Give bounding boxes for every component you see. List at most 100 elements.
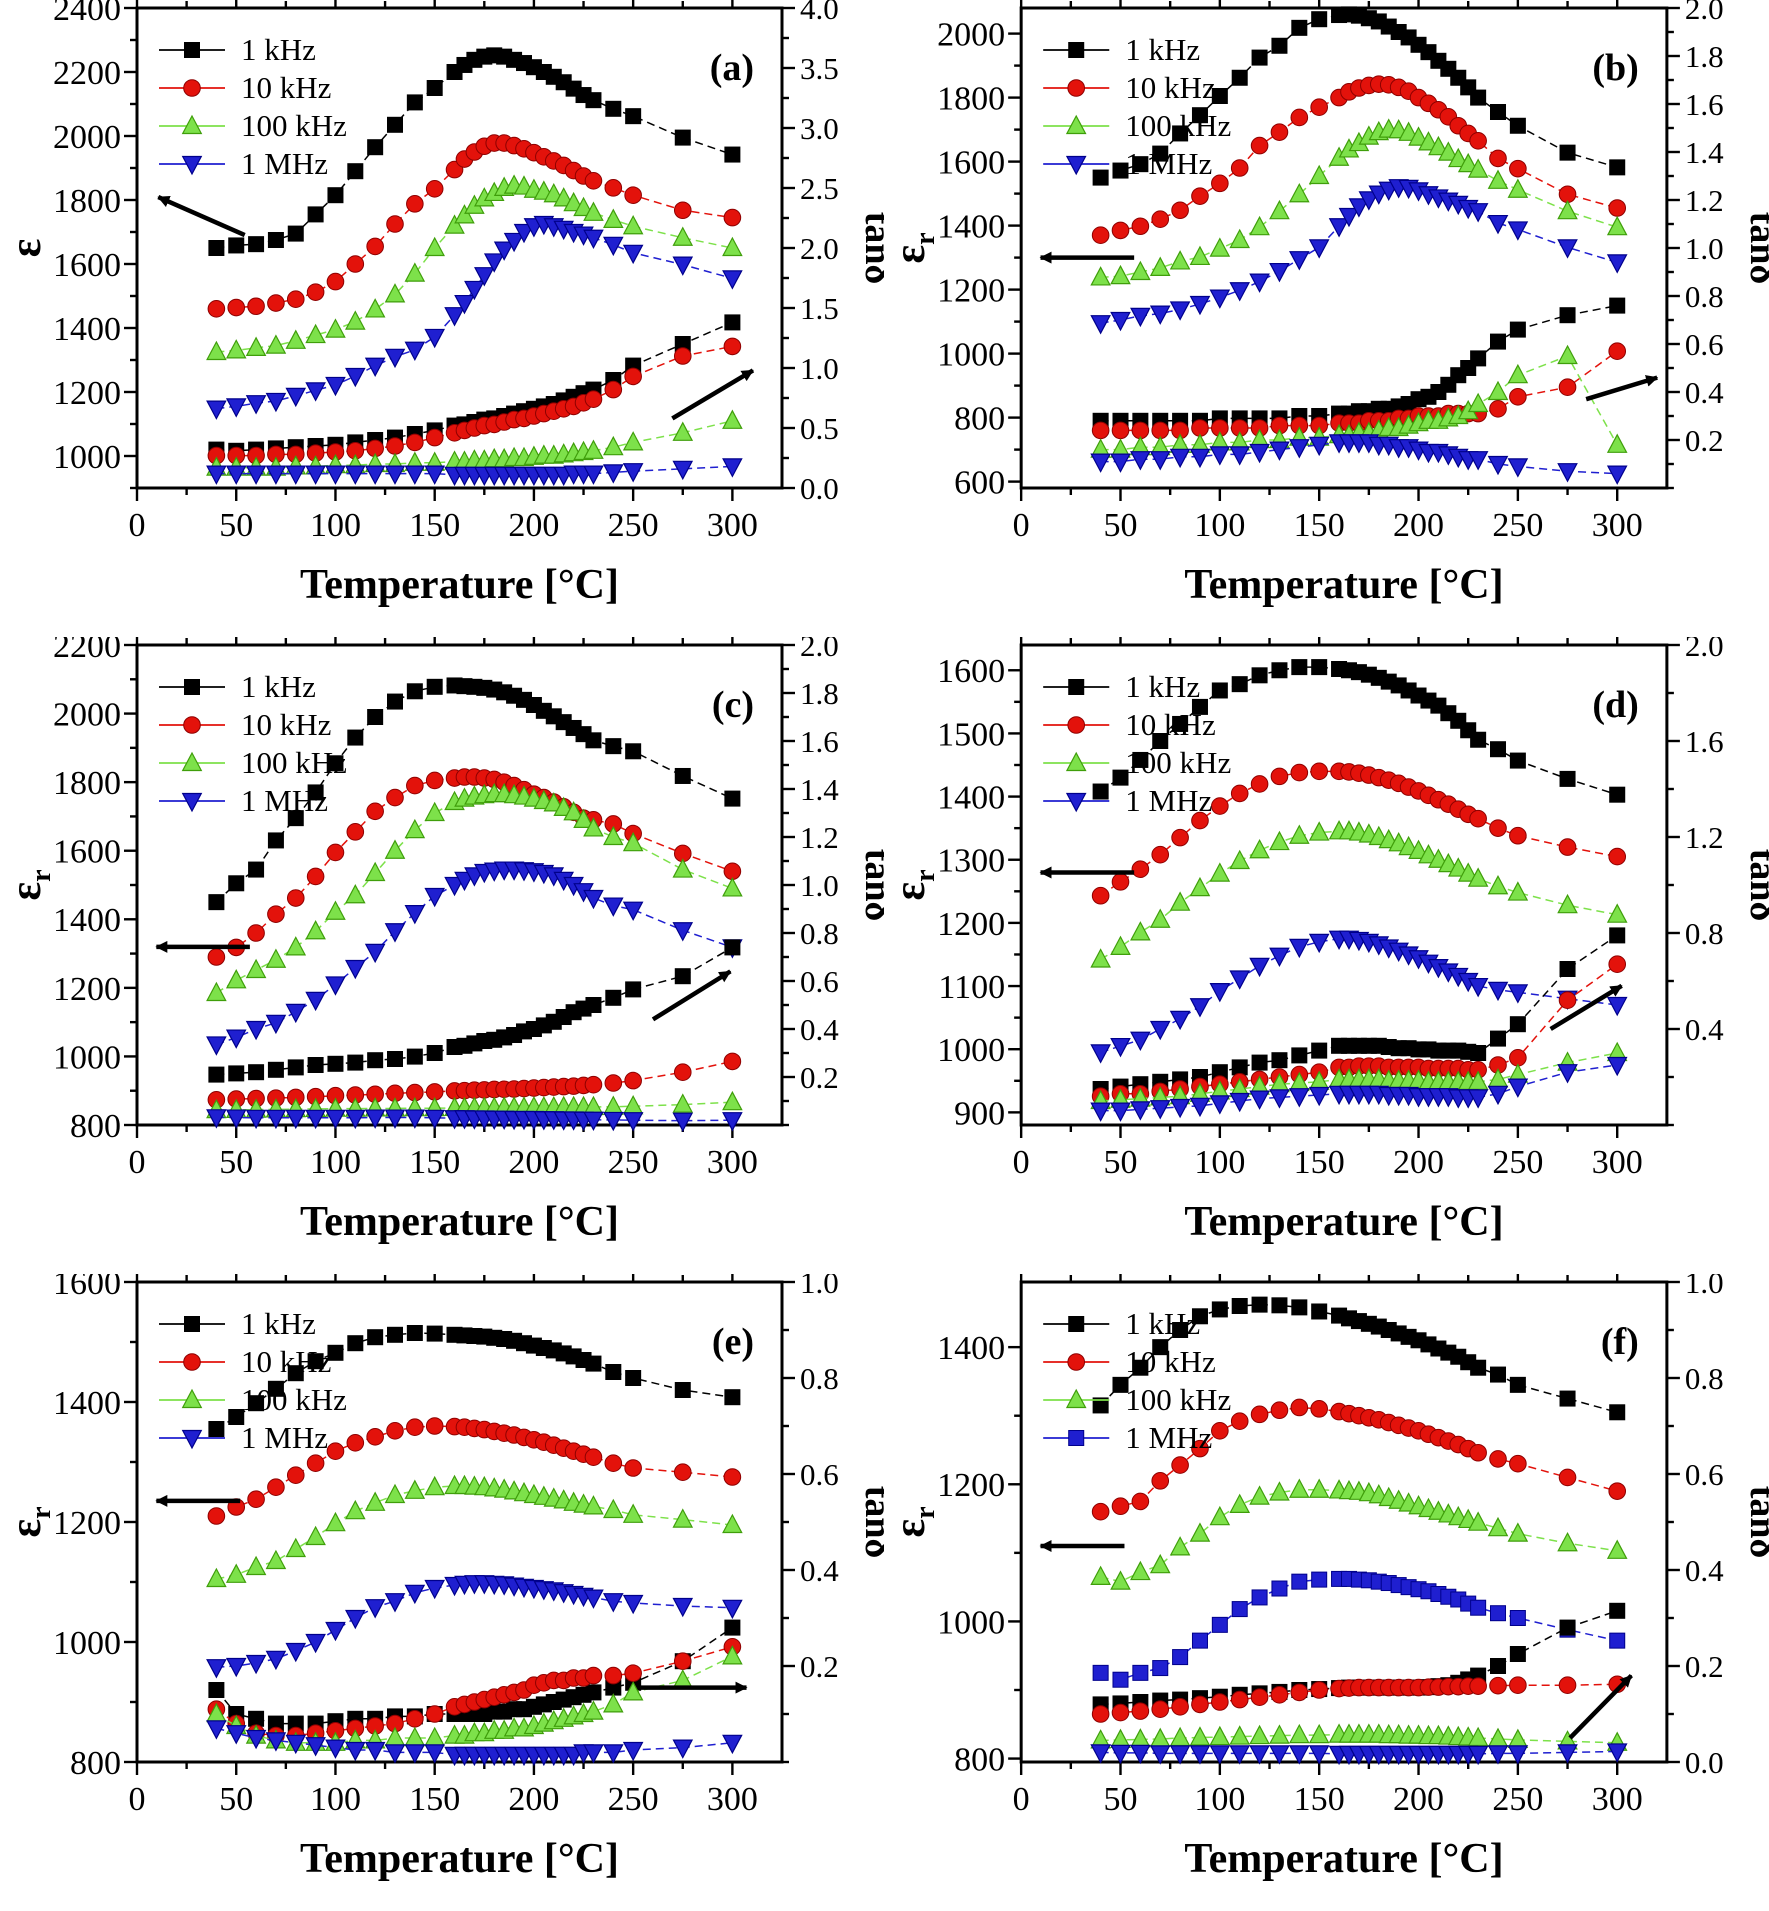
svg-text:150: 150 bbox=[409, 1781, 460, 1818]
svg-text:1200: 1200 bbox=[53, 971, 121, 1008]
svg-text:100: 100 bbox=[310, 507, 361, 544]
legend-label: 100 kHz bbox=[1125, 1382, 1231, 1417]
svg-text:50: 50 bbox=[1103, 1144, 1137, 1181]
svg-text:0.4: 0.4 bbox=[1685, 375, 1724, 410]
svg-text:2.5: 2.5 bbox=[800, 171, 839, 206]
svg-text:1.8: 1.8 bbox=[1685, 39, 1724, 74]
svg-text:800: 800 bbox=[954, 1741, 1005, 1778]
y-axis-left-title: εr bbox=[885, 1506, 941, 1537]
svg-text:250: 250 bbox=[608, 1144, 659, 1181]
svg-text:(b): (b) bbox=[1592, 47, 1638, 89]
series-1-mhz-permittivity bbox=[1090, 179, 1628, 335]
x-axis-title: Temperature [°C] bbox=[1184, 562, 1503, 608]
svg-text:(c): (c) bbox=[712, 684, 754, 726]
svg-text:1400: 1400 bbox=[937, 779, 1005, 816]
series-1-khz-permittivity bbox=[1092, 659, 1626, 803]
svg-text:1400: 1400 bbox=[53, 311, 121, 348]
svg-text:0.4: 0.4 bbox=[1685, 1012, 1724, 1047]
svg-text:0: 0 bbox=[1013, 507, 1030, 544]
svg-text:1.0: 1.0 bbox=[800, 351, 839, 386]
svg-text:0.6: 0.6 bbox=[1685, 327, 1724, 362]
y-axis-right-title: tanδ bbox=[1742, 212, 1769, 285]
series-1-mhz-tan-delta bbox=[206, 1109, 743, 1132]
svg-text:900: 900 bbox=[954, 1095, 1005, 1132]
svg-text:2.0: 2.0 bbox=[1685, 0, 1724, 26]
svg-text:1000: 1000 bbox=[937, 337, 1005, 374]
svg-text:Temperature [°C]: Temperature [°C] bbox=[300, 1199, 619, 1245]
series-1-khz-permittivity bbox=[208, 677, 741, 911]
svg-text:(d): (d) bbox=[1592, 684, 1638, 726]
svg-text:1.2: 1.2 bbox=[1685, 820, 1724, 855]
svg-text:0: 0 bbox=[129, 1781, 146, 1818]
legend-label: 100 kHz bbox=[241, 108, 347, 143]
series-1-mhz-tan-delta bbox=[206, 1720, 743, 1767]
series-1-mhz-tan-delta bbox=[1090, 1056, 1628, 1122]
svg-text:0.0: 0.0 bbox=[800, 471, 839, 506]
y-axis-right-title: tanδ bbox=[1742, 849, 1769, 922]
series-10-khz-permittivity bbox=[1091, 75, 1627, 244]
svg-text:Temperature [°C]: Temperature [°C] bbox=[300, 1836, 619, 1882]
legend-label: 10 kHz bbox=[241, 707, 331, 742]
svg-text:1100: 1100 bbox=[938, 969, 1005, 1006]
svg-text:0.8: 0.8 bbox=[1685, 1361, 1724, 1396]
svg-text:1800: 1800 bbox=[937, 81, 1005, 118]
svg-text:(e): (e) bbox=[712, 1321, 754, 1363]
svg-text:50: 50 bbox=[219, 1781, 253, 1818]
svg-text:0.2: 0.2 bbox=[1685, 1649, 1724, 1684]
legend-label: 10 kHz bbox=[1125, 1344, 1215, 1379]
svg-text:2200: 2200 bbox=[53, 637, 121, 665]
svg-text:Temperature [°C]: Temperature [°C] bbox=[1184, 1199, 1503, 1245]
axis-arrows bbox=[1039, 866, 1623, 1031]
svg-text:200: 200 bbox=[508, 1144, 559, 1181]
svg-text:1800: 1800 bbox=[53, 765, 121, 802]
svg-text:1.6: 1.6 bbox=[1685, 724, 1724, 759]
x-axis-title: Temperature [°C] bbox=[300, 1836, 619, 1882]
svg-text:0.2: 0.2 bbox=[1685, 423, 1724, 458]
legend-label: 1 kHz bbox=[241, 669, 316, 704]
x-axis-title: Temperature [°C] bbox=[1184, 1836, 1503, 1882]
svg-text:200: 200 bbox=[1393, 1781, 1444, 1818]
legend-label: 1 kHz bbox=[1125, 32, 1200, 67]
svg-text:100: 100 bbox=[310, 1144, 361, 1181]
svg-text:1.0: 1.0 bbox=[800, 868, 839, 903]
axes: 0 50 100 150 200 250 300 1000 1200 1400 1600 1800 20… bbox=[53, 0, 839, 544]
y-axis-left-title: εr bbox=[1, 869, 57, 900]
svg-text:0: 0 bbox=[129, 507, 146, 544]
legend-label: 1 kHz bbox=[1125, 1306, 1200, 1341]
chart-panel-a: 0 50 100 150 200 250 300 1000 1200 1400 1600 1800 20… bbox=[1, 0, 884, 608]
legend-label: 100 kHz bbox=[1125, 745, 1231, 780]
svg-text:300: 300 bbox=[1592, 1144, 1643, 1181]
svg-text:tanδ: tanδ bbox=[1742, 1486, 1769, 1559]
svg-text:2.0: 2.0 bbox=[1685, 637, 1724, 663]
svg-text:200: 200 bbox=[508, 507, 559, 544]
svg-text:250: 250 bbox=[1492, 1781, 1543, 1818]
svg-text:0.2: 0.2 bbox=[800, 1649, 839, 1684]
series-1-mhz-permittivity bbox=[206, 1575, 743, 1679]
series-10-khz-tan-delta bbox=[1091, 1675, 1627, 1723]
axis-arrows bbox=[157, 195, 755, 421]
y-axis-left-title: ε bbox=[1, 239, 50, 258]
axis-arrows bbox=[155, 940, 732, 1022]
svg-text:1500: 1500 bbox=[937, 716, 1005, 753]
series-1-mhz-tan-delta bbox=[1090, 434, 1628, 485]
svg-text:2000: 2000 bbox=[937, 17, 1005, 54]
svg-text:1000: 1000 bbox=[937, 1032, 1005, 1069]
series-100-khz-permittivity bbox=[1090, 118, 1628, 286]
series-100-khz-tan-delta bbox=[1090, 1723, 1628, 1751]
chart-panel-b: 0 50 100 150 200 250 300 600 800 1000 1200 1400 1600… bbox=[885, 0, 1769, 608]
svg-text:50: 50 bbox=[219, 507, 253, 544]
svg-text:0.5: 0.5 bbox=[800, 411, 839, 446]
svg-text:ε: ε bbox=[1, 239, 50, 258]
panel-label: (a) bbox=[710, 47, 754, 89]
svg-text:Temperature [°C]: Temperature [°C] bbox=[1184, 562, 1503, 608]
legend-label: 1 kHz bbox=[241, 32, 316, 67]
svg-text:0.4: 0.4 bbox=[800, 1553, 839, 1588]
svg-text:2200: 2200 bbox=[53, 55, 121, 92]
legend-label: 1 kHz bbox=[241, 1306, 316, 1341]
svg-text:1400: 1400 bbox=[53, 902, 121, 939]
legend-label: 1 kHz bbox=[1125, 669, 1200, 704]
svg-text:0.6: 0.6 bbox=[800, 964, 839, 999]
